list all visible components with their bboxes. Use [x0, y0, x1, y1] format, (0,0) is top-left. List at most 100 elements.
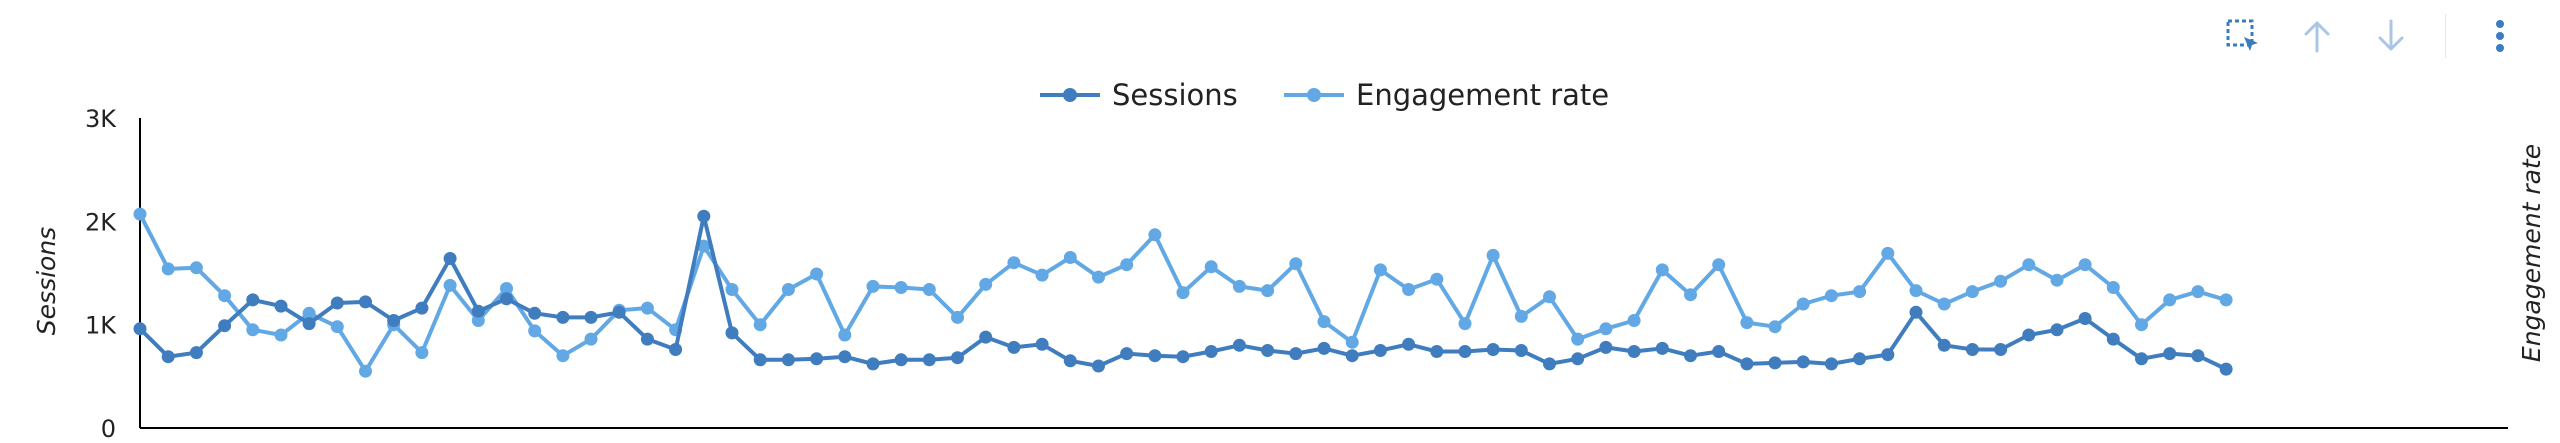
data-point	[697, 209, 711, 223]
data-point	[387, 314, 401, 327]
data-point	[669, 343, 683, 356]
legend-label: Sessions	[1112, 78, 1238, 112]
data-point	[1092, 359, 1105, 373]
data-point	[951, 310, 964, 324]
data-point	[894, 281, 908, 294]
data-point	[2135, 318, 2148, 332]
y-axis-title-right: Engagement rate	[2517, 144, 2546, 362]
data-point	[302, 317, 316, 331]
data-point	[471, 304, 485, 318]
data-point	[1402, 283, 1416, 296]
chart-series	[133, 207, 2233, 378]
data-point	[866, 357, 880, 371]
chart-toolbar	[2223, 14, 2520, 58]
select-region-icon	[2226, 19, 2258, 51]
chart-legend: Sessions Engagement rate	[1040, 78, 1609, 112]
data-point	[189, 261, 203, 275]
data-point	[810, 352, 824, 366]
data-point	[1543, 290, 1556, 304]
data-point	[1458, 345, 1472, 358]
data-point	[584, 332, 598, 346]
data-point	[1768, 356, 1782, 370]
data-point	[1599, 340, 1613, 354]
y-axis-title-left: Sessions	[32, 227, 61, 335]
data-point	[274, 328, 288, 342]
data-point	[1204, 260, 1218, 274]
data-point	[1232, 338, 1246, 352]
data-point	[1035, 337, 1049, 351]
data-point	[359, 364, 372, 378]
data-point	[640, 332, 654, 346]
data-point	[218, 319, 232, 333]
data-point	[1937, 297, 1951, 311]
data-point	[1232, 279, 1246, 293]
data-point	[725, 326, 739, 340]
data-point	[1092, 270, 1105, 284]
data-point	[1514, 309, 1528, 323]
data-point	[1740, 316, 1754, 330]
data-point	[1345, 349, 1359, 363]
arrow-up-icon	[2304, 21, 2330, 53]
data-point	[1965, 343, 1979, 356]
select-region-button[interactable]	[2223, 16, 2263, 56]
y-tick-label: 1K	[85, 312, 117, 340]
data-point	[1402, 337, 1416, 351]
data-point	[1712, 345, 1726, 358]
data-point	[1204, 345, 1218, 358]
data-point	[2050, 323, 2064, 337]
data-point	[2191, 349, 2205, 363]
data-point	[1261, 284, 1275, 298]
data-point	[1824, 357, 1838, 371]
data-point	[500, 292, 513, 306]
data-point	[640, 301, 654, 315]
data-point	[1543, 357, 1556, 371]
data-point	[1796, 355, 1810, 369]
data-point	[2022, 258, 2036, 272]
data-point	[359, 295, 372, 309]
data-point	[894, 353, 908, 367]
data-point	[612, 305, 626, 319]
data-point	[1881, 246, 1895, 260]
data-point	[1909, 284, 1923, 298]
data-point	[1007, 256, 1021, 270]
data-point	[471, 314, 485, 327]
data-point	[1881, 348, 1895, 362]
data-point	[443, 252, 457, 265]
data-point	[1035, 268, 1049, 282]
data-point	[1684, 288, 1697, 302]
data-point	[330, 296, 344, 310]
data-point	[1120, 258, 1134, 272]
data-point	[866, 279, 880, 293]
data-point	[274, 299, 288, 313]
data-point	[133, 322, 147, 336]
data-point	[2219, 362, 2233, 376]
data-point	[1514, 344, 1528, 357]
data-point	[838, 350, 852, 364]
more-vertical-icon	[2496, 20, 2504, 52]
data-point	[1571, 352, 1585, 366]
move-down-button[interactable]	[2371, 16, 2411, 56]
data-point	[1261, 344, 1275, 357]
data-point	[189, 346, 203, 360]
data-point	[1486, 248, 1500, 262]
data-point	[246, 323, 260, 337]
move-up-button[interactable]	[2297, 16, 2337, 56]
data-point	[2078, 312, 2092, 325]
data-point	[1909, 305, 1923, 319]
data-point	[1824, 289, 1838, 303]
data-point	[1994, 343, 2008, 356]
more-options-button[interactable]	[2480, 16, 2520, 56]
data-point	[2050, 273, 2064, 287]
data-point	[1627, 345, 1641, 358]
data-point	[1655, 341, 1669, 355]
data-point	[1063, 251, 1077, 264]
data-point	[415, 346, 429, 360]
legend-swatch-dot	[1307, 88, 1321, 102]
data-point	[979, 277, 993, 291]
data-point	[1373, 344, 1387, 357]
data-point	[2106, 332, 2120, 346]
data-point	[500, 282, 513, 295]
data-point	[1289, 257, 1303, 271]
data-point	[161, 350, 175, 364]
data-point	[1796, 297, 1810, 311]
